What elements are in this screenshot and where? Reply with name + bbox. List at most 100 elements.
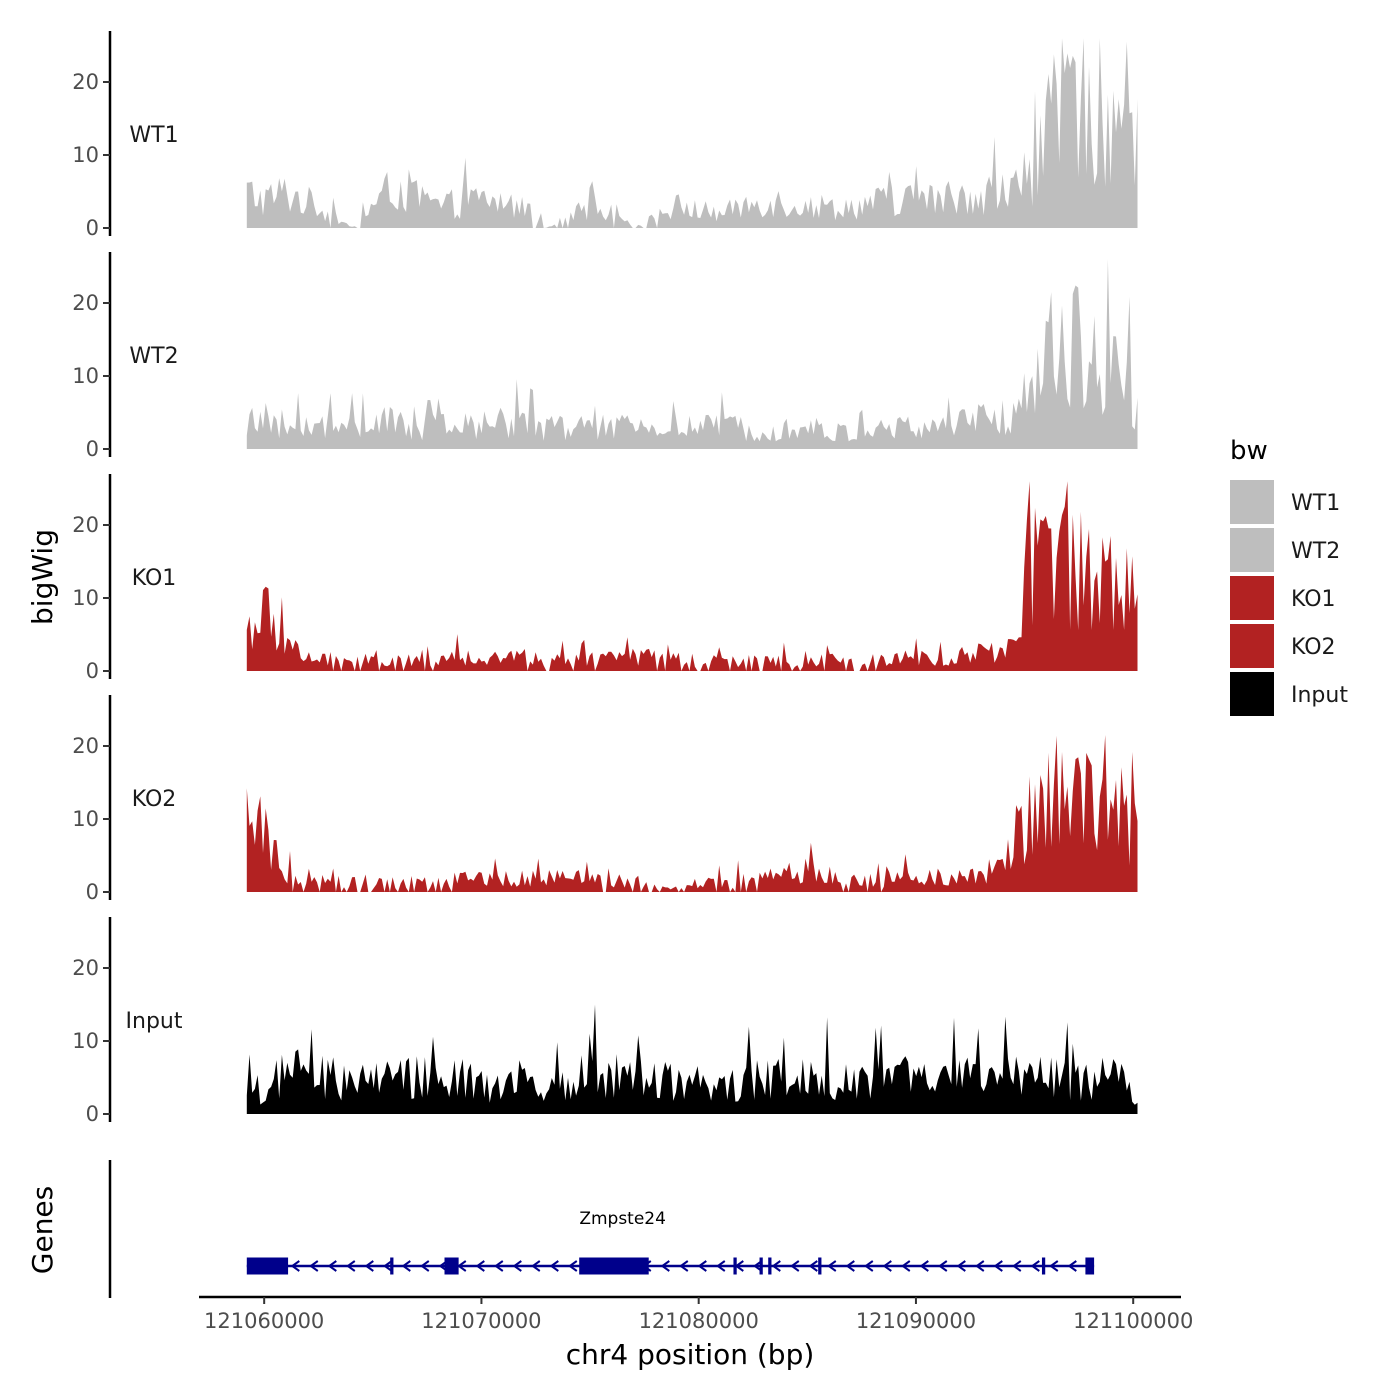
signal-tracks: 0 10 20 WT1 0 10 20 WT2 0 10 20 KO1 0 10 20 KO2 0 10 20 Inp… (72, 31, 1138, 1126)
strand-arrow (956, 1260, 966, 1272)
track-ko1: 0 10 20 KO1 (72, 474, 1138, 683)
legend-swatch-wt1 (1230, 480, 1274, 524)
track-label-wt1: WT1 (129, 123, 178, 148)
y-tick-label: 10 (72, 807, 99, 831)
x-tick-label: 121070000 (421, 1309, 541, 1333)
y-tick-label: 20 (72, 70, 99, 94)
signal-area-input (246, 1004, 1138, 1114)
y-tick-label: 20 (72, 734, 99, 758)
strand-arrow (938, 1260, 948, 1272)
x-tick-label: 121090000 (856, 1309, 976, 1333)
strand-arrow (290, 1260, 300, 1272)
strand-arrow (845, 1260, 855, 1272)
gene-label: Zmpste24 (579, 1209, 666, 1229)
x-axis-title: chr4 position (bp) (566, 1338, 815, 1371)
y-axis-title: bigWig (26, 529, 59, 625)
strand-arrow (457, 1260, 467, 1272)
gene-exon (246, 1257, 289, 1275)
strand-arrow (494, 1260, 504, 1272)
y-tick-label: 0 (86, 216, 99, 240)
y-tick-label: 0 (86, 1102, 99, 1126)
y-tick-label: 10 (72, 143, 99, 167)
track-wt2: 0 10 20 WT2 (72, 252, 1138, 461)
strand-arrow (549, 1260, 559, 1272)
signal-area-ko1 (246, 481, 1138, 671)
signal-area-wt1 (246, 38, 1138, 229)
strand-arrow (309, 1260, 319, 1272)
strand-arrow (568, 1260, 578, 1272)
legend-label-wt2: WT2 (1291, 539, 1340, 564)
strand-arrow (327, 1260, 337, 1272)
gene-exon (444, 1257, 459, 1275)
strand-arrow (383, 1260, 393, 1272)
strand-arrow (975, 1260, 985, 1272)
x-tick-label: 121080000 (639, 1309, 759, 1333)
track-label-wt2: WT2 (129, 344, 178, 369)
gene-exon (733, 1257, 737, 1275)
signal-area-wt2 (246, 259, 1138, 449)
strand-arrow (512, 1260, 522, 1272)
strand-arrow (420, 1260, 430, 1272)
strand-arrow (753, 1260, 763, 1272)
strand-arrow (919, 1260, 929, 1272)
y-tick-label: 0 (86, 437, 99, 461)
gene-exon (818, 1257, 822, 1275)
legend-swatch-ko1 (1230, 576, 1274, 620)
strand-arrow (827, 1260, 837, 1272)
strand-arrow (716, 1260, 726, 1272)
gene-exon (390, 1257, 394, 1275)
y-tick-label: 10 (72, 586, 99, 610)
strand-arrow (697, 1260, 707, 1272)
strand-arrow (679, 1260, 689, 1272)
y-tick-label: 10 (72, 1029, 99, 1053)
legend-label-wt1: WT1 (1291, 491, 1340, 516)
y-tick-label: 20 (72, 956, 99, 980)
strand-arrow (531, 1260, 541, 1272)
y-tick-label: 20 (72, 291, 99, 315)
y-tick-label: 20 (72, 513, 99, 537)
track-label-ko1: KO1 (132, 566, 177, 591)
gene-exon (759, 1257, 763, 1275)
track-label-input: Input (126, 1009, 183, 1034)
legend-label-ko2: KO2 (1291, 635, 1336, 660)
strand-arrow (771, 1260, 781, 1272)
gene-exon (1041, 1257, 1046, 1275)
track-ko2: 0 10 20 KO2 (72, 695, 1138, 904)
x-tick-label: 121100000 (1073, 1309, 1193, 1333)
y-tick-label: 0 (86, 659, 99, 683)
strand-arrow (882, 1260, 892, 1272)
strand-arrow (1012, 1260, 1022, 1272)
gene-exon (1085, 1257, 1095, 1275)
genes-panel: Zmpste24 (108, 1160, 1095, 1298)
gene-exon (579, 1257, 649, 1275)
strand-arrow (1049, 1260, 1059, 1272)
strand-arrow (1067, 1260, 1077, 1272)
strand-arrow (864, 1260, 874, 1272)
strand-arrow (364, 1260, 374, 1272)
legend-label-input: Input (1291, 683, 1348, 708)
legend-swatch-wt2 (1230, 528, 1274, 572)
track-wt1: 0 10 20 WT1 (72, 31, 1138, 240)
strand-arrow (993, 1260, 1003, 1272)
strand-arrow (808, 1260, 818, 1272)
gene-exon (768, 1257, 772, 1275)
strand-arrow (346, 1260, 356, 1272)
x-tick-label: 121060000 (204, 1309, 324, 1333)
track-input: 0 10 20 Input (72, 917, 1138, 1126)
strand-arrow (475, 1260, 485, 1272)
genes-axis-title: Genes (26, 1186, 59, 1274)
signal-area-ko2 (246, 735, 1138, 892)
legend: bw WT1 WT2 KO1 KO2 Input (1230, 436, 1348, 716)
legend-label-ko1: KO1 (1291, 587, 1336, 612)
strand-arrow (1030, 1260, 1040, 1272)
y-tick-label: 0 (86, 880, 99, 904)
track-label-ko2: KO2 (132, 787, 177, 812)
x-axis: 121060000 121070000 121080000 121090000 1211… (199, 1295, 1193, 1333)
strand-arrow (901, 1260, 911, 1272)
strand-arrow (790, 1260, 800, 1272)
legend-title: bw (1230, 436, 1268, 466)
legend-swatch-ko2 (1230, 624, 1274, 668)
strand-arrow (401, 1260, 411, 1272)
legend-swatch-input (1230, 672, 1274, 716)
